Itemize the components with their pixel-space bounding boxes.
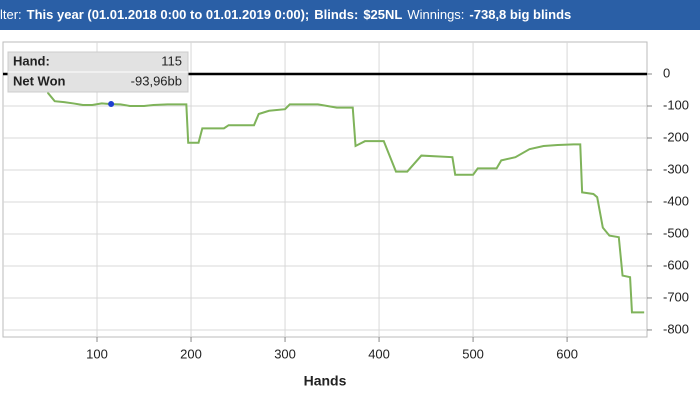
y-tick-label: 0 [663,65,670,80]
filter-text: Blinds: [314,7,359,22]
filter-bar: lter: This year (01.01.2018 0:00 to 01.01… [0,0,700,30]
filter-text: Winnings: [407,7,465,22]
y-tick-label: -700 [663,289,689,304]
hover-marker [108,101,115,108]
tooltip-value: -93,96bb [131,73,182,88]
y-tick-label: -300 [663,161,689,176]
net-won-line [44,73,645,314]
x-tick-label: 300 [274,346,296,361]
y-tick-label: -100 [663,97,689,112]
tooltip-label: Net Won [13,73,66,88]
x-tick-label: 500 [462,346,484,361]
x-tick-label: 400 [368,346,390,361]
filter-text: -738,8 big blinds [469,7,572,22]
x-tick-label: 200 [180,346,202,361]
filter-text: This year (01.01.2018 0:00 to 01.01.2019… [26,7,310,22]
y-tick-label: -800 [663,321,689,336]
y-tick-label: -400 [663,193,689,208]
x-tick-label: 600 [556,346,578,361]
x-tick-label: 100 [86,346,108,361]
y-tick-label: -200 [663,129,689,144]
filter-text: $25NL [363,7,403,22]
x-axis-title: Hands [304,373,347,389]
y-tick-label: -600 [663,257,689,272]
tooltip-label: Hand: [13,53,50,68]
y-tick-label: -500 [663,225,689,240]
filter-text: lter: [0,7,22,22]
tooltip-value: 115 [161,53,182,68]
